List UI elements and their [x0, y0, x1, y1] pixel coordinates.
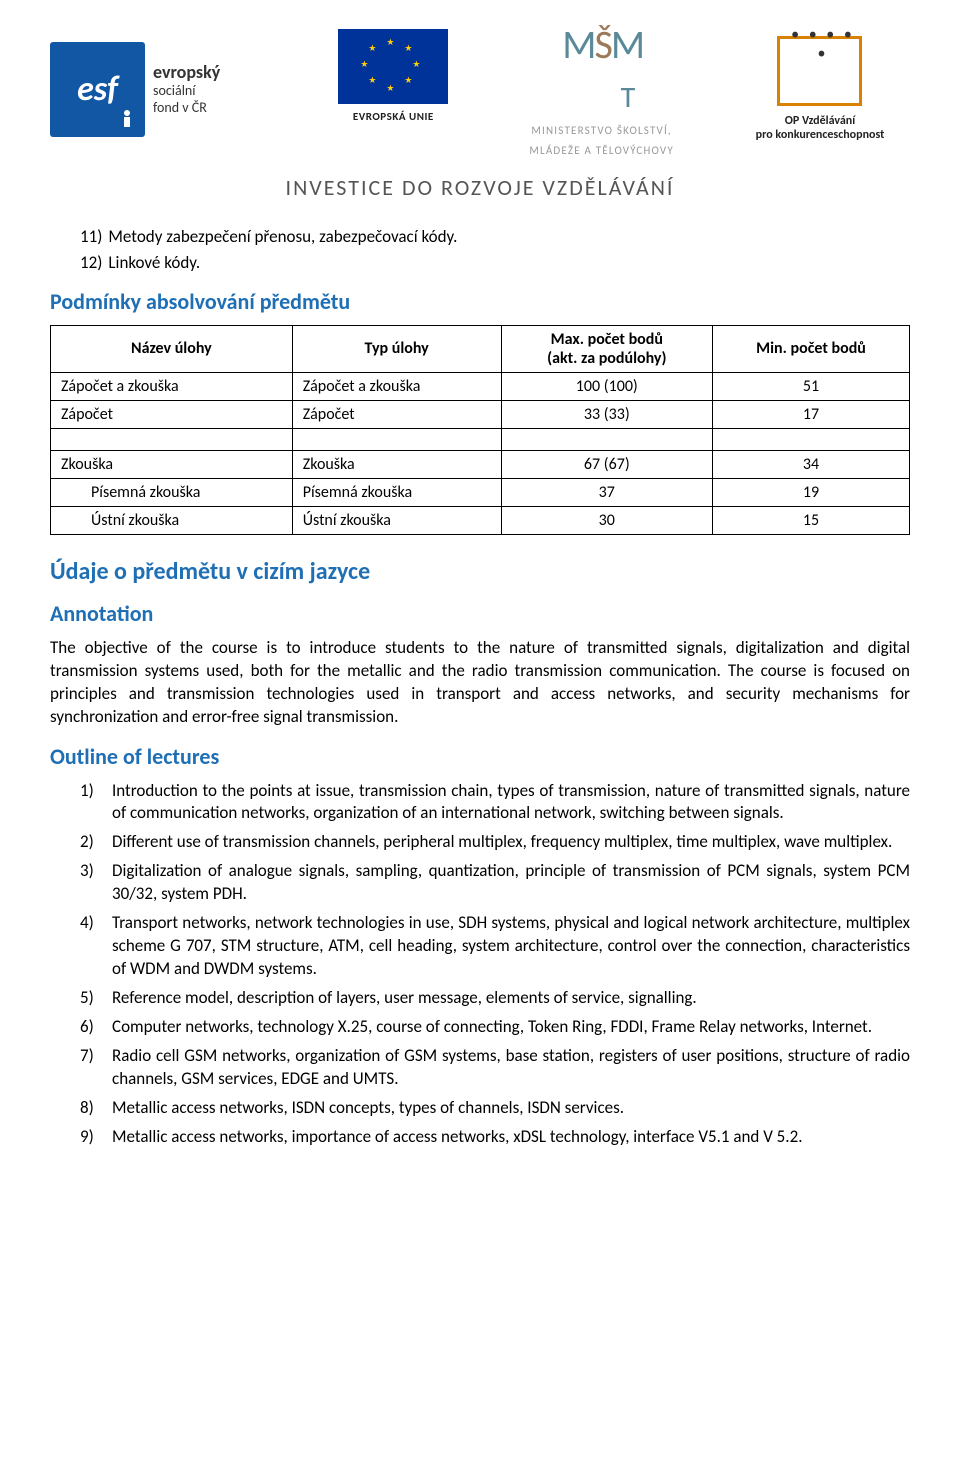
- item-num: 6): [80, 1016, 104, 1039]
- th-max: Max. počet bodů (akt. za podúlohy): [501, 325, 712, 372]
- annotation-body: The objective of the course is to introd…: [50, 637, 910, 729]
- esf-mark-text: esf: [77, 69, 118, 110]
- cell: 17: [713, 400, 910, 428]
- item-text: Metallic access networks, ISDN concepts,…: [112, 1097, 624, 1120]
- eu-flag-icon: ★★ ★★ ★★ ★★: [338, 29, 448, 104]
- item-num: 5): [80, 987, 104, 1010]
- op-line1: OP Vzdělávání: [730, 114, 910, 128]
- outline-item: 6) Computer networks, technology X.25, co…: [80, 1016, 910, 1039]
- th-nazev: Název úlohy: [51, 325, 293, 372]
- item-num: 7): [80, 1045, 104, 1091]
- outline-item: 7)Radio cell GSM networks, organization …: [80, 1045, 910, 1091]
- op-line2: pro konkurenceschopnost: [730, 128, 910, 142]
- heading-outline: Outline of lectures: [50, 743, 910, 770]
- cell: 37: [501, 478, 712, 506]
- cell: Zkouška: [292, 450, 501, 478]
- cz-list-item: 12) Linkové kódy.: [80, 252, 910, 274]
- cell: Ústní zkouška: [292, 506, 501, 534]
- msmt-mark-icon: MŠMT: [487, 20, 717, 118]
- table-row: ZápočetZápočet33 (33)17: [51, 400, 910, 428]
- item-text: Computer networks, technology X.25, cour…: [112, 1016, 872, 1039]
- cell: 30: [501, 506, 712, 534]
- cell: 15: [713, 506, 910, 534]
- item-text: Digitalization of analogue signals, samp…: [112, 860, 910, 906]
- item-text: Different use of transmission channels, …: [112, 831, 892, 854]
- op-box-icon: • • • • •: [777, 36, 862, 106]
- logo-op: • • • • • OP Vzdělávání pro konkurencesc…: [730, 36, 910, 143]
- logo-strip: esf evropský sociální fond v ČR ★★ ★★ ★★…: [50, 20, 910, 159]
- item-text: Metody zabezpečení přenosu, zabezpečovac…: [108, 226, 457, 248]
- outline-item: 3)Digitalization of analogue signals, sa…: [80, 860, 910, 906]
- cell: 100 (100): [501, 372, 712, 400]
- item-text: Transport networks, network technologies…: [112, 912, 910, 981]
- item-num: 1): [80, 780, 104, 826]
- cz-numbered-list: 11) Metody zabezpečení přenosu, zabezpečo…: [50, 226, 910, 274]
- outline-item: 8) Metallic access networks, ISDN concept…: [80, 1097, 910, 1120]
- table-row: Ústní zkouškaÚstní zkouška3015: [51, 506, 910, 534]
- outline-item: 2) Different use of transmission channels…: [80, 831, 910, 854]
- logo-esf: esf evropský sociální fond v ČR: [50, 29, 300, 149]
- outline-list: 1)Introduction to the points at issue, t…: [50, 780, 910, 1149]
- cell: 34: [713, 450, 910, 478]
- th-min: Min. počet bodů: [713, 325, 910, 372]
- outline-item: 5) Reference model, description of layers…: [80, 987, 910, 1010]
- item-text: Metallic access networks, importance of …: [112, 1126, 803, 1149]
- esf-line2: sociální: [153, 82, 195, 99]
- cell: 33 (33): [501, 400, 712, 428]
- cell: Zápočet a zkouška: [51, 372, 293, 400]
- esf-person-icon: [115, 107, 139, 131]
- logo-eu: ★★ ★★ ★★ ★★ EVROPSKÁ UNIE: [313, 29, 473, 149]
- heading-udaje: Údaje o předmětu v cizím jazyce: [50, 557, 910, 586]
- esf-line1: evropský: [153, 62, 220, 84]
- cell: Zápočet a zkouška: [292, 372, 501, 400]
- msmt-sub2: MLÁDEŽE A TĚLOVÝCHOVY: [487, 144, 717, 158]
- logo-msmt: MŠMT MINISTERSTVO ŠKOLSTVÍ, MLÁDEŽE A TĚ…: [487, 20, 717, 159]
- item-text: Radio cell GSM networks, organization of…: [112, 1045, 910, 1091]
- outline-item: 4)Transport networks, network technologi…: [80, 912, 910, 981]
- esf-caption: evropský sociální fond v ČR: [153, 62, 220, 117]
- table-header-row: Název úlohy Typ úlohy Max. počet bodů (a…: [51, 325, 910, 372]
- cell: 51: [713, 372, 910, 400]
- item-num: 12): [80, 252, 102, 274]
- table-row: Písemná zkouškaPísemná zkouška3719: [51, 478, 910, 506]
- esf-mark: esf: [50, 42, 145, 137]
- outline-item: 9) Metallic access networks, importance o…: [80, 1126, 910, 1149]
- item-num: 9): [80, 1126, 104, 1149]
- item-num: 2): [80, 831, 104, 854]
- item-num: 11): [80, 226, 102, 248]
- cell: Zápočet: [292, 400, 501, 428]
- cz-list-item: 11) Metody zabezpečení přenosu, zabezpečo…: [80, 226, 910, 248]
- item-num: 8): [80, 1097, 104, 1120]
- slogan: INVESTICE DO ROZVOJE VZDĚLÁVÁNÍ: [50, 174, 910, 201]
- table-spacer-row: [51, 428, 910, 450]
- cell: Písemná zkouška: [51, 478, 293, 506]
- cell: Zápočet: [51, 400, 293, 428]
- msmt-sub1: MINISTERSTVO ŠKOLSTVÍ,: [487, 124, 717, 138]
- cell: Zkouška: [51, 450, 293, 478]
- table-row: Zápočet a zkouškaZápočet a zkouška100 (1…: [51, 372, 910, 400]
- th-typ: Typ úlohy: [292, 325, 501, 372]
- cell: Ústní zkouška: [51, 506, 293, 534]
- item-text: Linkové kódy.: [108, 252, 200, 274]
- conditions-table: Název úlohy Typ úlohy Max. počet bodů (a…: [50, 325, 910, 535]
- item-num: 4): [80, 912, 104, 981]
- heading-annotation: Annotation: [50, 600, 910, 627]
- eu-label: EVROPSKÁ UNIE: [313, 110, 473, 123]
- item-text: Reference model, description of layers, …: [112, 987, 697, 1010]
- outline-item: 1)Introduction to the points at issue, t…: [80, 780, 910, 826]
- item-num: 3): [80, 860, 104, 906]
- esf-line3: fond v ČR: [153, 99, 207, 116]
- cell: 19: [713, 478, 910, 506]
- cell: Písemná zkouška: [292, 478, 501, 506]
- table-row: ZkouškaZkouška67 (67)34: [51, 450, 910, 478]
- cell: 67 (67): [501, 450, 712, 478]
- heading-podminky: Podmínky absolvování předmětu: [50, 288, 910, 315]
- item-text: Introduction to the points at issue, tra…: [112, 780, 910, 826]
